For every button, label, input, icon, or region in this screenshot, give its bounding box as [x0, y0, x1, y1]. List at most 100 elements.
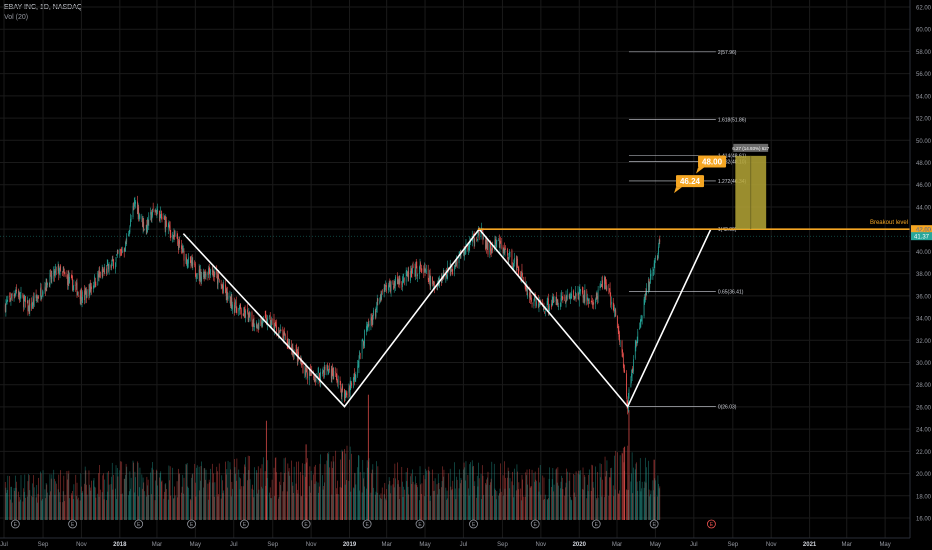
candle-body	[50, 273, 51, 274]
candle-body	[115, 257, 117, 262]
candle-body	[172, 235, 174, 239]
volume-bar	[531, 486, 532, 520]
volume-bar	[244, 466, 246, 520]
candle-body	[609, 288, 611, 294]
x-tick-label: Jul	[230, 542, 238, 548]
volume-bar	[67, 479, 68, 520]
candle-body	[200, 272, 202, 282]
volume-bar	[143, 482, 145, 520]
volume-bar	[566, 468, 568, 520]
candle-body	[302, 364, 304, 373]
candle-body	[648, 280, 649, 292]
candle-body	[138, 214, 140, 220]
volume-bar	[377, 466, 379, 520]
y-tick-label: 32.00	[916, 339, 932, 345]
candle-body	[354, 377, 356, 382]
candle-body	[112, 259, 114, 262]
candle-body	[621, 341, 623, 353]
candle-body	[126, 237, 128, 242]
candle-body	[152, 207, 154, 210]
breakout-label: Breakout level	[870, 220, 908, 226]
volume-bar	[258, 489, 260, 520]
candle-body	[225, 291, 227, 297]
volume-bar	[496, 491, 498, 520]
candle-body	[222, 284, 223, 288]
candle-body	[5, 303, 7, 313]
candle-body	[301, 363, 303, 365]
volume-bar	[517, 489, 519, 520]
volume-bar	[358, 455, 360, 520]
volume-bar	[327, 453, 328, 520]
candle-body	[376, 308, 377, 310]
volume-bar	[72, 499, 74, 520]
candle-body	[48, 284, 50, 287]
last-price-label: 41.37	[914, 235, 930, 241]
candle-body	[602, 280, 603, 288]
volume-bar	[569, 472, 571, 520]
volume-bar	[346, 445, 348, 520]
x-tick-label: Nov	[76, 542, 87, 548]
volume-bar	[609, 477, 611, 520]
candle-body	[306, 369, 308, 373]
candle-body	[401, 282, 403, 286]
volume-bar	[147, 485, 148, 520]
volume-bar	[284, 473, 286, 520]
volume-bar	[29, 490, 31, 520]
candle-body	[177, 244, 179, 250]
x-tick-label: May	[879, 542, 890, 548]
candle-body	[353, 373, 355, 381]
volume-bar	[20, 499, 21, 520]
candle-body	[47, 282, 48, 286]
candle-body	[159, 210, 160, 222]
candle-body	[640, 318, 642, 323]
candle-body	[509, 251, 510, 255]
volume-bar	[60, 470, 61, 520]
candle-body	[194, 263, 196, 275]
candle-body	[242, 314, 244, 315]
candle-body	[451, 269, 453, 271]
volume-bar	[305, 476, 306, 520]
candle-body	[283, 333, 284, 340]
candle-body	[16, 289, 17, 292]
volume-bar	[600, 464, 602, 520]
volume-bar	[636, 462, 637, 520]
volume-bar	[239, 477, 240, 520]
candle-body	[421, 269, 423, 271]
candle-body	[62, 271, 64, 272]
y-tick-label: 44.00	[916, 205, 932, 211]
volume-bar	[191, 477, 192, 520]
candle-body	[46, 280, 48, 288]
candle-body	[223, 284, 225, 291]
volume-bar	[595, 466, 596, 520]
y-tick-label: 50.00	[916, 139, 932, 145]
volume-bar	[42, 498, 43, 520]
candle-body	[377, 298, 379, 302]
volume-bar	[110, 484, 112, 520]
volume-bar	[190, 500, 192, 520]
volume-bar	[461, 479, 462, 520]
volume-bar	[644, 481, 646, 520]
volume-bar	[164, 484, 166, 520]
candle-body	[97, 272, 99, 286]
volume-bar	[50, 491, 51, 520]
y-tick-label: 46.00	[916, 183, 932, 189]
x-tick-label: Jul	[460, 542, 468, 548]
earnings-marker: E	[530, 519, 540, 529]
volume-bar	[212, 482, 214, 520]
volume-bar	[248, 470, 250, 520]
candle-body	[637, 331, 639, 342]
candle-body	[84, 290, 85, 301]
volume-bar	[458, 488, 460, 520]
volume-bar	[441, 487, 442, 520]
volume-bar	[88, 470, 90, 520]
candle-body	[145, 225, 147, 230]
volume-bar	[449, 468, 451, 520]
volume-bar	[565, 487, 566, 520]
volume-bar	[437, 494, 438, 520]
candle-body	[240, 309, 242, 314]
volume-bar	[601, 496, 603, 520]
candle-body	[117, 249, 119, 254]
fib-level-label: 1.618(51.86)	[718, 118, 747, 124]
